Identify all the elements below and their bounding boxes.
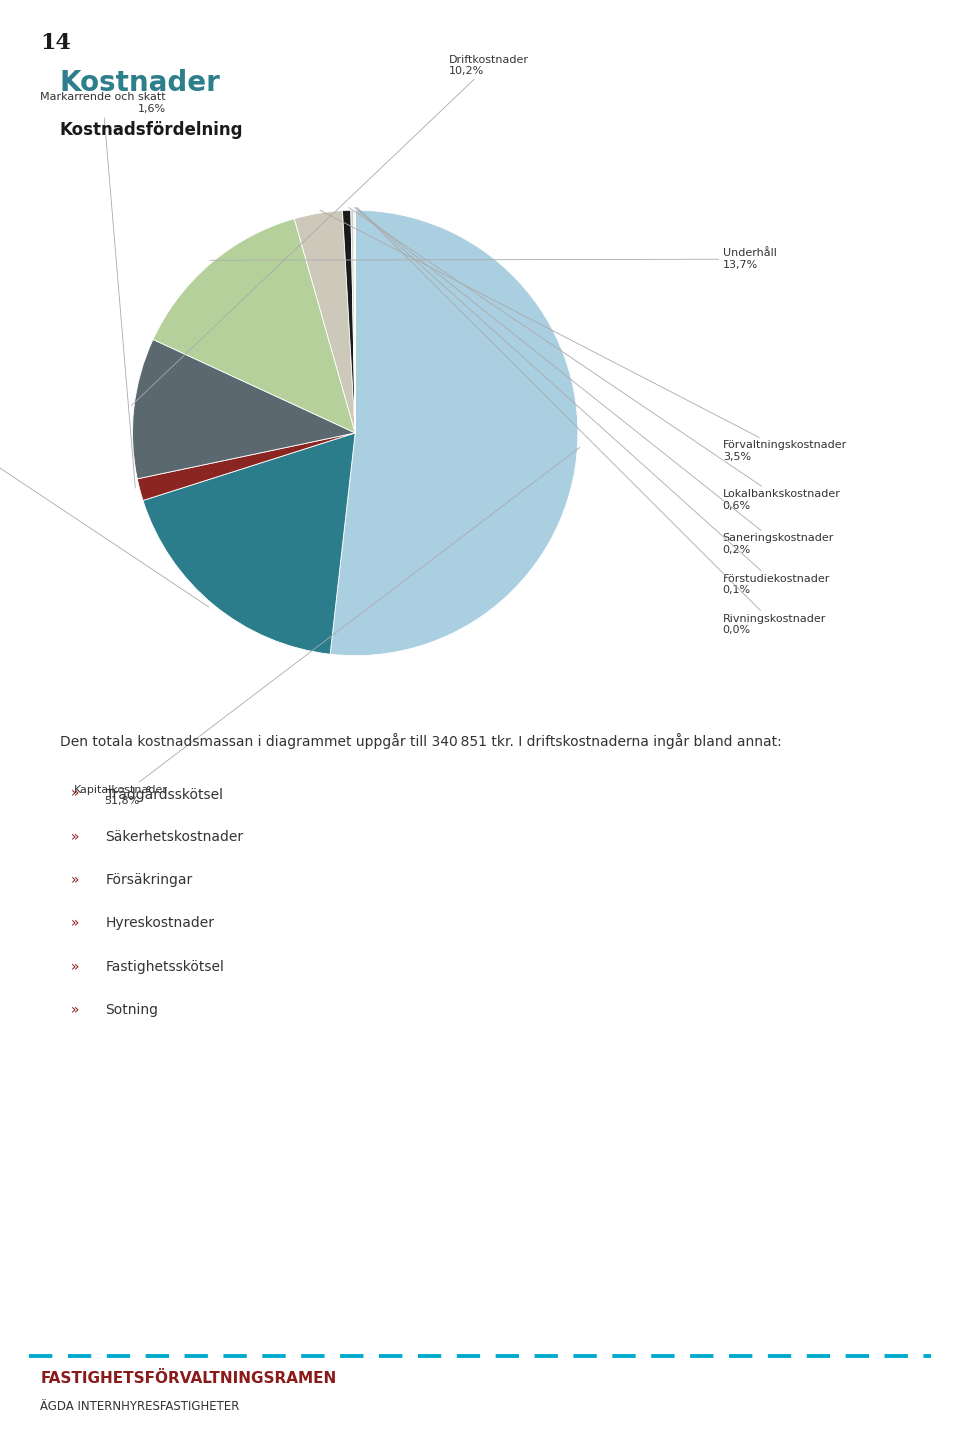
Wedge shape — [132, 339, 355, 479]
Text: Förvaltningskostnader
3,5%: Förvaltningskostnader 3,5% — [320, 211, 847, 462]
Text: Den totala kostnadsmassan i diagrammet uppgår till 340 851 tkr. I driftskostnade: Den totala kostnadsmassan i diagrammet u… — [60, 733, 781, 749]
Text: Rivningskostnader
0,0%: Rivningskostnader 0,0% — [357, 208, 826, 635]
Wedge shape — [343, 211, 355, 433]
Text: »: » — [71, 830, 80, 844]
Text: Kostnadsfördelning: Kostnadsfördelning — [60, 121, 243, 139]
Text: Hyreskostnader: Hyreskostnader — [106, 916, 215, 931]
Text: Lokalbankskostnader
0,6%: Lokalbankskostnader 0,6% — [348, 208, 841, 511]
Text: »: » — [71, 1003, 80, 1017]
Text: Kostnader: Kostnader — [60, 69, 221, 97]
Text: Konsumtionsavgifter
18,3%: Konsumtionsavgifter 18,3% — [0, 367, 208, 608]
Text: Markarrende och skatt
1,6%: Markarrende och skatt 1,6% — [40, 92, 166, 488]
Text: FASTIGHETSFÖRVALTNINGSRAMEN: FASTIGHETSFÖRVALTNINGSRAMEN — [40, 1371, 337, 1385]
Wedge shape — [350, 211, 355, 433]
Text: Förstudiekostnader
0,1%: Förstudiekostnader 0,1% — [356, 208, 830, 595]
Text: »: » — [71, 960, 80, 974]
Text: Underhåll
13,7%: Underhåll 13,7% — [210, 248, 777, 270]
Wedge shape — [143, 433, 355, 654]
Text: Saneringskostnader
0,2%: Saneringskostnader 0,2% — [354, 208, 834, 556]
Text: Trädgårdsskötsel: Trädgårdsskötsel — [106, 786, 223, 802]
Wedge shape — [153, 219, 355, 433]
Text: Kapitalkostnader
51,8%: Kapitalkostnader 51,8% — [74, 447, 580, 807]
Text: Sotning: Sotning — [106, 1003, 158, 1017]
Wedge shape — [137, 433, 355, 501]
Wedge shape — [330, 211, 578, 655]
Text: Fastighetsskötsel: Fastighetsskötsel — [106, 960, 225, 974]
Text: 14: 14 — [40, 32, 71, 53]
Wedge shape — [295, 211, 355, 433]
Text: Försäkringar: Försäkringar — [106, 873, 193, 887]
Text: Driftkostnader
10,2%: Driftkostnader 10,2% — [132, 55, 529, 405]
Wedge shape — [353, 211, 355, 433]
Text: »: » — [71, 786, 80, 801]
Text: ÄGDA INTERNHYRESFASTIGHETER: ÄGDA INTERNHYRESFASTIGHETER — [40, 1400, 240, 1413]
Text: »: » — [71, 873, 80, 887]
Text: Säkerhetskostnader: Säkerhetskostnader — [106, 830, 244, 844]
Text: »: » — [71, 916, 80, 931]
